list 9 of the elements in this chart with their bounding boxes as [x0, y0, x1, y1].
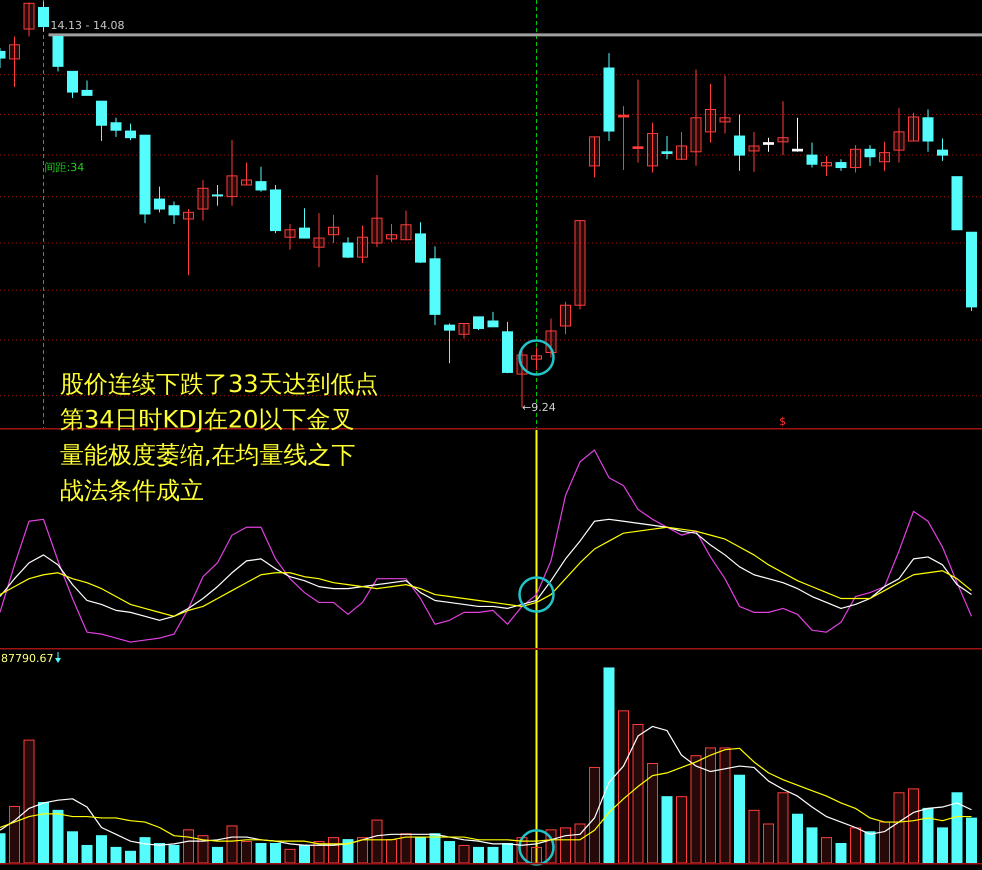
annotation: 战法条件成立 [60, 476, 204, 504]
annotation: 股价连续下跌了33天达到低点 [60, 370, 379, 398]
annotation: 量能极度萎缩,在均量线之下 [60, 441, 356, 469]
annotation: 间距:34 [44, 161, 84, 174]
annotation: 第34日时KDJ在20以下金叉 [60, 406, 354, 434]
text: 87790.67 [1, 652, 54, 665]
annotation: $ [779, 415, 786, 428]
annotation: 14.13 - 14.08 [50, 18, 124, 32]
annotation: ←9.24 [522, 401, 556, 414]
